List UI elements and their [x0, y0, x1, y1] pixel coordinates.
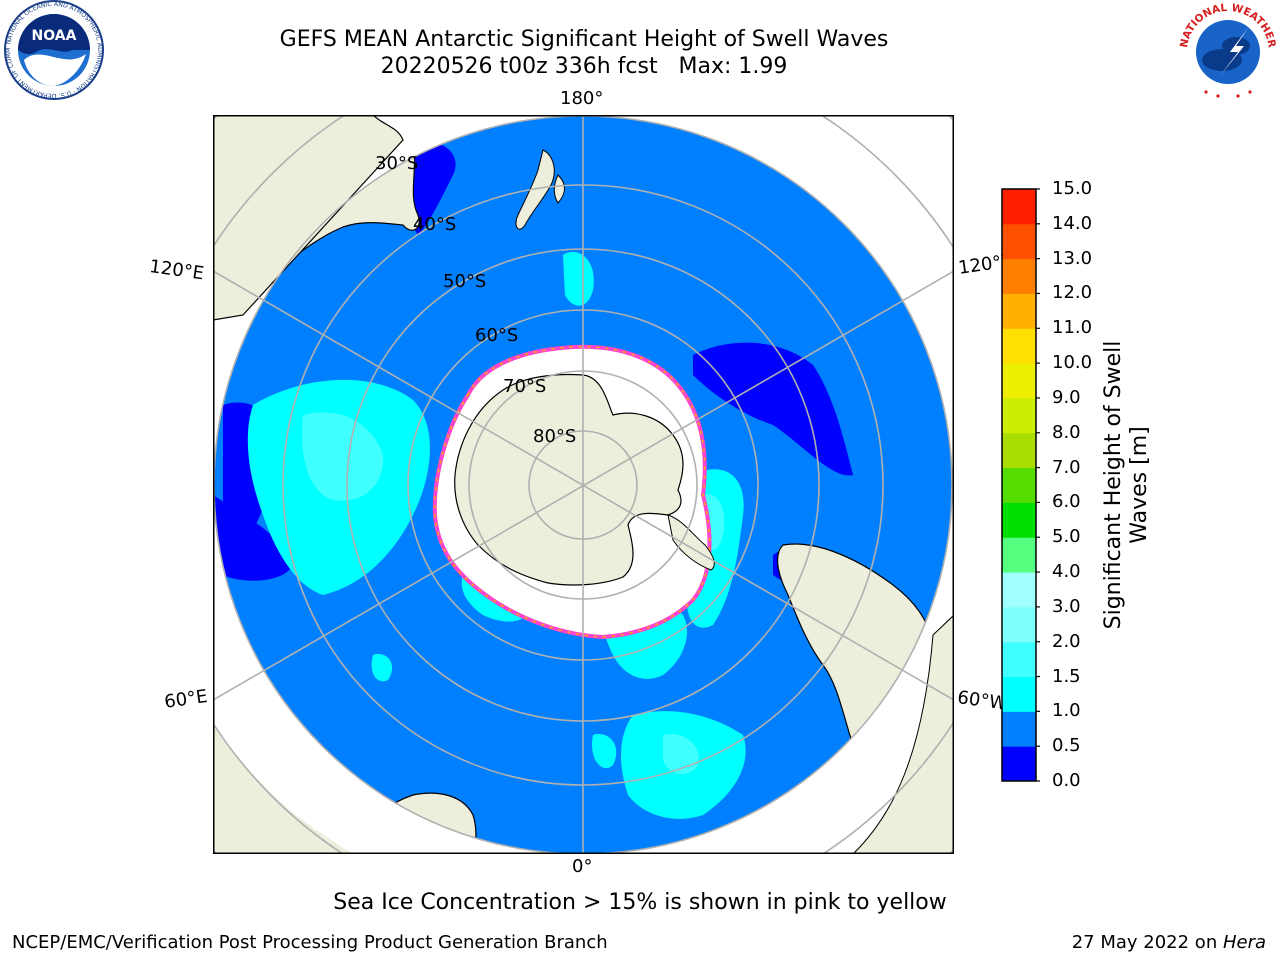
lat-label-70s: 70°S	[503, 376, 546, 397]
colorbar-swatch	[1002, 363, 1036, 399]
colorbar-tick-label: 1.0	[1052, 700, 1081, 722]
colorbar-tick-label: 14.0	[1052, 212, 1093, 234]
noaa-logo: NATIONAL OCEANIC AND ATMOSPHERIC ADMINIS…	[0, 0, 106, 100]
colorbar	[1001, 188, 1040, 782]
map-title: GEFS MEAN Antarctic Significant Height o…	[279, 27, 889, 52]
polar-map: 30°S 40°S 50°S 60°S 70°S 80°S	[213, 115, 954, 854]
map-subtitle: 20220526 t00z 336h fcst Max: 1.99	[380, 54, 788, 79]
colorbar-tick-label: 5.0	[1052, 526, 1081, 548]
lat-label-50s: 50°S	[443, 271, 486, 292]
sea-ice-caption: Sea Ice Concentration > 15% is shown in …	[333, 890, 947, 915]
lon-label-60e: 60°E	[163, 685, 209, 713]
colorbar-tick-label: 13.0	[1052, 247, 1093, 269]
footer-date: 27 May 2022 on Hera	[1072, 932, 1266, 953]
colorbar-swatch	[1002, 537, 1036, 573]
colorbar-tick-label: 8.0	[1052, 421, 1081, 443]
lat-label-40s: 40°S	[413, 214, 456, 235]
nws-logo: NATIONAL WEATHER SERVICE	[1172, 0, 1280, 100]
colorbar-tick-label: 4.0	[1052, 561, 1081, 583]
colorbar-swatch	[1002, 293, 1036, 329]
lat-label-30s: 30°S	[375, 153, 418, 174]
lon-label-120e: 120°E	[148, 256, 206, 285]
colorbar-tick-label: 9.0	[1052, 386, 1081, 408]
antarctica-land	[454, 373, 684, 586]
swell-patches-1p5-2m	[302, 412, 725, 775]
svg-text:NOAA: NOAA	[32, 28, 77, 44]
colorbar-swatch	[1002, 711, 1036, 747]
lat-label-60s: 60°S	[475, 325, 518, 346]
colorbar-swatch	[1002, 397, 1036, 434]
colorbar-tick-label: 1.5	[1052, 665, 1081, 687]
colorbar-tick-label: 11.0	[1052, 317, 1093, 339]
footer-date-text: 27 May 2022 on	[1071, 932, 1223, 953]
colorbar-swatch	[1002, 328, 1036, 364]
colorbar-swatch	[1002, 641, 1036, 678]
colorbar-swatch	[1002, 606, 1036, 643]
colorbar-swatch	[1002, 189, 1036, 225]
colorbar-tick-label: 15.0	[1052, 178, 1093, 199]
colorbar-tick-label: 12.0	[1052, 282, 1093, 304]
colorbar-swatch	[1002, 223, 1036, 260]
lon-label-0: 0°	[572, 856, 593, 877]
colorbar-swatch	[1002, 467, 1036, 503]
colorbar-swatch	[1002, 676, 1036, 712]
colorbar-swatch	[1002, 432, 1036, 469]
colorbar-tick-label: 0.0	[1052, 770, 1081, 791]
colorbar-swatch	[1002, 746, 1036, 782]
colorbar-tick-label: 0.5	[1052, 735, 1081, 757]
footer-credit: NCEP/EMC/Verification Post Processing Pr…	[12, 932, 608, 953]
colorbar-swatch	[1002, 572, 1036, 608]
colorbar-tick-label: 6.0	[1052, 491, 1081, 513]
meridian-lines	[213, 115, 954, 854]
colorbar-tick-label: 7.0	[1052, 456, 1081, 478]
map-panel: 30°S 40°S 50°S 60°S 70°S 80°S	[213, 115, 954, 854]
colorbar-swatch	[1002, 502, 1036, 538]
lat-label-80s: 80°S	[533, 426, 576, 447]
latitude-labels: 30°S 40°S 50°S 60°S 70°S 80°S	[375, 153, 576, 447]
colorbar-swatch	[1002, 258, 1036, 294]
colorbar-tick-label: 3.0	[1052, 595, 1081, 617]
colorbar-label: Significant Height of Swell Waves [m]	[1101, 340, 1152, 630]
colorbar-tick-label: 10.0	[1052, 352, 1093, 374]
lon-label-180: 180°	[560, 88, 604, 109]
footer-host: Hera	[1222, 932, 1266, 953]
colorbar-tick-label: 2.0	[1052, 630, 1081, 652]
